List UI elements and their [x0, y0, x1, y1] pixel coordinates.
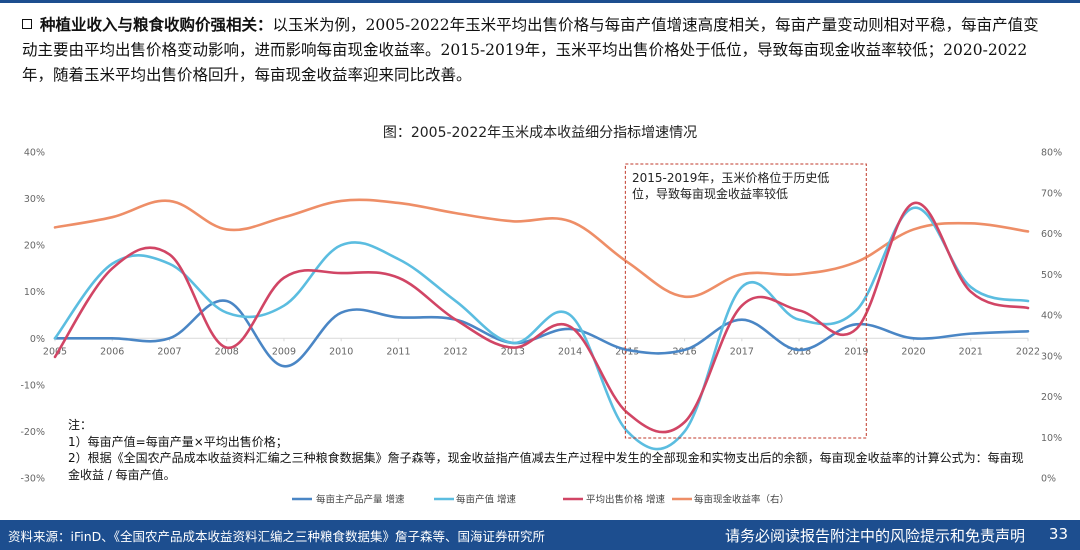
x-tick-label: 2018 — [787, 346, 811, 357]
highlight-box — [624, 163, 867, 439]
y-right-tick-label: 20% — [1041, 392, 1062, 403]
y-left-tick-label: 40% — [24, 148, 45, 159]
y-left-tick-label: 30% — [24, 194, 45, 205]
annotation-line-1: 2015-2019年，玉米价格位于历史低 — [632, 170, 829, 185]
x-tick-label: 2008 — [215, 346, 239, 357]
checkbox-bullet-icon — [22, 19, 32, 29]
intro-lead: 种植业收入与粮食收购价强相关： — [40, 15, 273, 34]
x-tick-label: 2012 — [444, 346, 468, 357]
chart-canvas: 40% 30% 20% 10% 0% -10% -20% -30% 80% 70% 60% 50% 40… — [20, 148, 1062, 506]
x-tick-label: 2009 — [272, 346, 296, 357]
footer-bar: 资料来源：iFinD、《全国农产品成本收益资料汇编之三种粮食数据集》詹子森等、国… — [0, 520, 1080, 550]
y-left-tick-label: -30% — [20, 474, 45, 485]
series-line-cash — [53, 198, 1030, 298]
y-right-tick-label: 40% — [1041, 311, 1062, 322]
note-2: 2）根据《全国农产品成本收益资料汇编之三种粮食数据集》詹子森等，现金收益指产值减… — [68, 451, 1024, 482]
y-right-tick-label: 80% — [1041, 148, 1062, 159]
notes-title: 注： — [68, 418, 93, 432]
x-tick-label: 2020 — [901, 346, 925, 357]
legend-label: 平均出售价格 增速 — [586, 494, 666, 506]
y-right-tick-label: 30% — [1041, 351, 1062, 362]
x-tick-label: 2013 — [501, 346, 525, 357]
y-left-tick-label: -20% — [20, 427, 45, 438]
y-right-tick-label: 10% — [1041, 433, 1062, 444]
x-tick-label: 2015 — [615, 346, 639, 357]
x-tick-label: 2021 — [959, 346, 983, 357]
y-left-tick-label: -10% — [20, 380, 45, 391]
annotation-line-2: 位，导致每亩现金收益率较低 — [632, 186, 788, 201]
page-number: 33 — [1048, 525, 1068, 543]
legend-label: 每亩主产品产量 增速 — [316, 494, 405, 506]
y-left-tick-label: 0% — [30, 334, 45, 345]
x-tick-label: 2006 — [100, 346, 124, 357]
y-left-tick-label: 10% — [24, 287, 45, 298]
x-tick-label: 2022 — [1016, 346, 1040, 357]
footer-source: 资料来源：iFinD、《全国农产品成本收益资料汇编之三种粮食数据集》詹子森等、国… — [8, 529, 546, 544]
chart-notes: 注： 1）每亩产值=每亩产量×平均出售价格； 2）根据《全国农产品成本收益资料汇… — [68, 417, 1028, 483]
legend-label: 每亩产值 增速 — [456, 494, 517, 506]
y-left-tick-label: 20% — [24, 241, 45, 252]
legend-label: 每亩现金收益率（右） — [694, 494, 789, 506]
x-tick-label: 2016 — [672, 346, 696, 357]
x-tick-label: 2017 — [730, 346, 754, 357]
chart-title: 图：2005-2022年玉米成本收益细分指标增速情况 — [382, 125, 698, 141]
y-right-tick-label: 60% — [1041, 229, 1062, 240]
y-right-tick-label: 70% — [1041, 188, 1062, 199]
y-right-tick-label: 0% — [1041, 474, 1056, 485]
y-right-tick-label: 50% — [1041, 270, 1062, 281]
x-tick-label: 2010 — [329, 346, 353, 357]
series-line-price — [53, 201, 1030, 434]
x-tick-label: 2014 — [558, 346, 582, 357]
x-tick-label: 2011 — [386, 346, 410, 357]
intro-body: 以玉米为例，2005-2022年玉米平均出售价格与每亩产值增速高度相关，每亩产量… — [22, 16, 1039, 84]
x-tick-label: 2019 — [844, 346, 868, 357]
top-rule — [0, 0, 1080, 3]
series-line-output — [53, 206, 1030, 451]
x-tick-label: 2005 — [43, 346, 67, 357]
intro-paragraph: 种植业收入与粮食收购价强相关：以玉米为例，2005-2022年玉米平均出售价格与… — [22, 12, 1052, 88]
note-1: 1）每亩产值=每亩产量×平均出售价格； — [68, 434, 288, 449]
x-tick-label: 2007 — [157, 346, 181, 357]
footer-disclaimer: 请务必阅读报告附注中的风险提示和免责声明 — [724, 527, 1025, 545]
